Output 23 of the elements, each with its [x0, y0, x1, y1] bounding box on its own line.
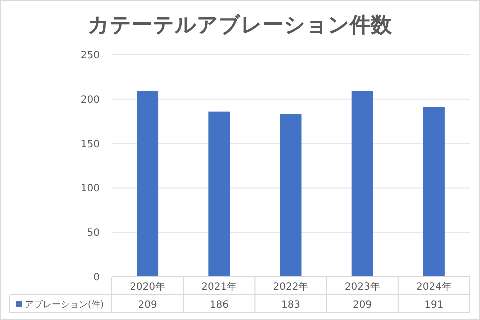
bar — [208, 112, 230, 277]
y-tick-label: 100 — [80, 184, 100, 195]
bar — [137, 91, 159, 277]
x-tick-label: 2022年 — [273, 281, 309, 293]
chart-title: カテーテルアブレーション件数 — [88, 13, 393, 37]
y-tick-label: 150 — [80, 139, 100, 150]
x-tick-label: 2023年 — [344, 281, 380, 293]
x-tick-label: 2021年 — [202, 281, 238, 293]
data-label: 191 — [424, 300, 444, 311]
data-label: 186 — [210, 300, 229, 311]
x-tick-label: 2024年 — [416, 281, 452, 293]
x-tick-label: 2020年 — [130, 281, 166, 293]
data-label: 209 — [353, 300, 372, 311]
bar — [280, 114, 302, 277]
data-label: 183 — [281, 300, 301, 311]
y-tick-label: 250 — [80, 50, 100, 62]
y-tick-label: 0 — [94, 272, 100, 284]
y-tick-label: 200 — [80, 94, 100, 106]
legend-label: アブレーション(件) — [25, 300, 104, 310]
data-label: 209 — [138, 300, 158, 311]
bar — [423, 107, 445, 277]
bar — [352, 91, 374, 277]
y-tick-label: 50 — [87, 228, 100, 240]
